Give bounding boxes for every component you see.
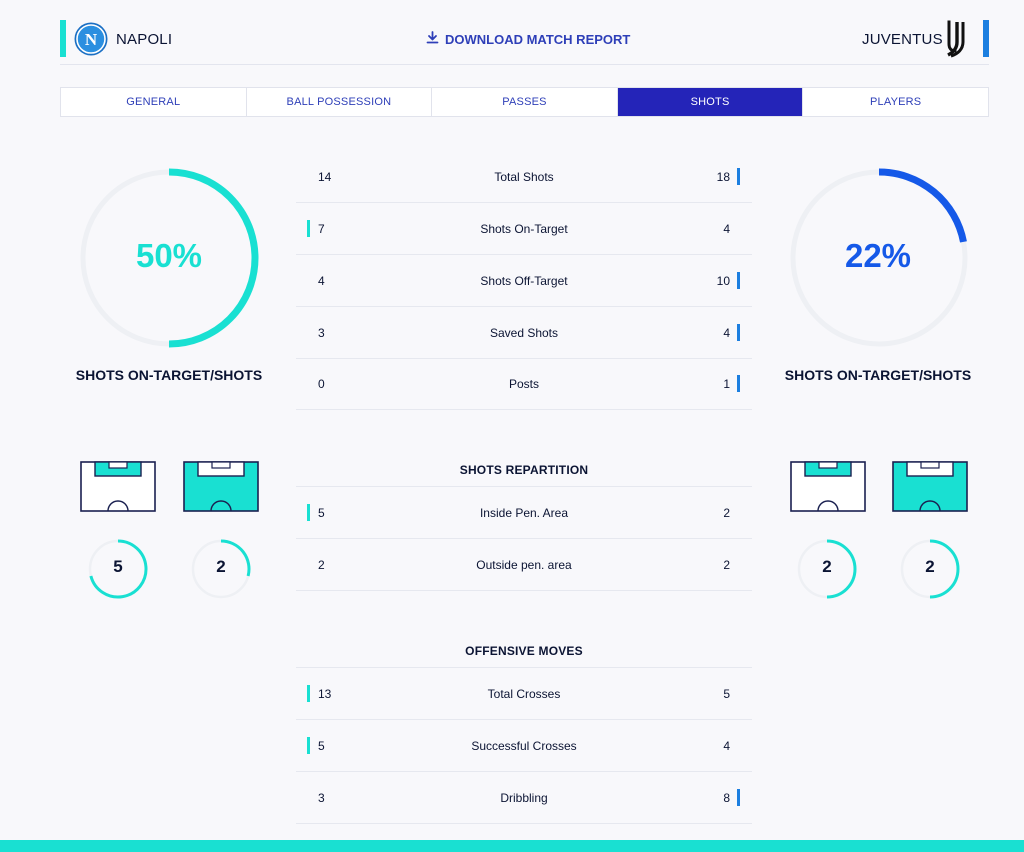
home-leader-marker	[307, 685, 310, 702]
stat-row-dribbling: 3 Dribbling 8	[296, 772, 752, 824]
home-outside-value: 2	[216, 557, 226, 576]
home-value: 5	[318, 739, 325, 753]
home-value: 13	[318, 687, 332, 701]
away-value: 18	[716, 170, 730, 184]
footer-accent-bar	[0, 840, 1024, 852]
stat-row-posts: 0 Posts 1	[296, 358, 752, 410]
away-outside-value: 2	[925, 557, 935, 576]
home-leader-marker	[307, 220, 310, 237]
away-pitch-inside-area	[790, 461, 866, 512]
away-color-bar	[983, 20, 989, 57]
away-pitch-outside-area	[892, 461, 968, 512]
home-pitch-outside-area	[183, 461, 259, 512]
away-gauge-caption: SHOTS ON-TARGET/SHOTS	[784, 367, 972, 383]
napoli-logo-icon: N	[74, 22, 108, 56]
stat-row-shots-off-target: 4 Shots Off-Target 10	[296, 255, 752, 307]
away-leader-marker	[737, 789, 740, 806]
home-inside-value: 5	[113, 557, 123, 576]
stat-row-shots-on-target: 7 Shots On-Target 4	[296, 203, 752, 255]
home-pitch-inside-area	[80, 461, 156, 512]
tab-shots[interactable]: SHOTS	[617, 88, 804, 116]
away-gauge-value: 22%	[844, 237, 912, 274]
home-gauge-value: 50%	[135, 237, 203, 274]
stat-row-outside-pen-area: 2 Outside pen. area 2	[296, 539, 752, 591]
home-value: 2	[318, 558, 325, 572]
home-value: 7	[318, 222, 325, 236]
away-value: 4	[723, 222, 730, 236]
stat-row-successful-crosses: 5 Successful Crosses 4	[296, 720, 752, 772]
home-value: 3	[318, 791, 325, 805]
home-inside-arc	[89, 539, 148, 599]
home-leader-marker	[307, 737, 310, 754]
tab-passes[interactable]: PASSES	[432, 88, 618, 116]
away-gauge-arc	[878, 168, 967, 243]
header-divider	[60, 64, 989, 65]
stat-label: Total Shots	[494, 170, 554, 184]
home-value: 0	[318, 377, 325, 391]
stat-label: Shots Off-Target	[480, 274, 568, 288]
home-shots-gauge	[80, 168, 259, 348]
home-value: 14	[318, 170, 332, 184]
download-icon	[426, 31, 439, 47]
tab-ball-possession[interactable]: BALL POSSESSION	[247, 88, 433, 116]
away-inside-arc	[826, 539, 857, 599]
tab-players[interactable]: PLAYERS	[870, 96, 922, 108]
away-value: 4	[723, 326, 730, 340]
stat-row-total-shots: 14 Total Shots 18	[296, 151, 752, 203]
home-outside-arc	[220, 539, 251, 577]
svg-text:N: N	[85, 30, 98, 49]
download-label: DOWNLOAD MATCH REPORT	[445, 31, 631, 47]
away-leader-marker	[737, 324, 740, 341]
home-value: 5	[318, 506, 325, 520]
home-leader-marker	[307, 504, 310, 521]
stats-tabs: GENERAL BALL POSSESSION PASSES SHOTS PLA…	[60, 87, 989, 117]
home-value: 4	[318, 274, 325, 288]
away-leader-marker	[737, 272, 740, 289]
away-outside-arc	[929, 539, 960, 599]
away-value: 4	[723, 739, 730, 753]
away-value: 5	[723, 687, 730, 701]
away-shots-gauge	[790, 168, 968, 347]
home-gauge-arc	[168, 168, 259, 348]
stat-row-total-crosses: 13 Total Crosses 5	[296, 668, 752, 720]
tab-general[interactable]: GENERAL	[61, 88, 247, 116]
away-value: 2	[723, 506, 730, 520]
stat-label: Posts	[508, 377, 539, 391]
juventus-logo-icon	[944, 20, 970, 58]
away-value: 10	[716, 274, 730, 288]
stat-row-inside-pen-area: 5 Inside Pen. Area 2	[296, 487, 752, 539]
away-leader-marker	[737, 375, 740, 392]
stat-row-saved-shots: 3 Saved Shots 4	[296, 307, 752, 359]
away-outside-gauge	[900, 539, 960, 599]
stat-label: Shots On-Target	[480, 222, 568, 236]
home-value: 3	[318, 326, 325, 340]
away-leader-marker	[737, 168, 740, 185]
repartition-title: SHOTS REPARTITION	[459, 463, 589, 477]
home-gauge-caption: SHOTS ON-TARGET/SHOTS	[75, 367, 263, 383]
stat-label: Dribbling	[500, 791, 548, 805]
stat-label: Saved Shots	[489, 326, 559, 340]
home-inside-gauge	[88, 539, 148, 599]
away-value: 1	[723, 377, 730, 391]
section-divider	[296, 667, 752, 668]
stat-label: Inside Pen. Area	[479, 506, 569, 520]
stat-label: Total Crosses	[487, 687, 561, 701]
stat-label: Successful Crosses	[471, 739, 577, 753]
offensive-title: OFFENSIVE MOVES	[465, 644, 583, 658]
away-value: 2	[723, 558, 730, 572]
home-team-name: NAPOLI	[116, 31, 173, 48]
stat-label: Outside pen. area	[476, 558, 572, 572]
away-inside-value: 2	[822, 557, 832, 576]
section-divider	[296, 486, 752, 487]
download-report-link[interactable]: DOWNLOAD MATCH REPORT	[426, 31, 630, 47]
home-outside-gauge	[191, 539, 251, 599]
away-team-name: JUVENTUS	[862, 31, 943, 48]
away-value: 8	[723, 791, 730, 805]
away-inside-gauge	[797, 539, 857, 599]
home-color-bar	[60, 20, 66, 57]
